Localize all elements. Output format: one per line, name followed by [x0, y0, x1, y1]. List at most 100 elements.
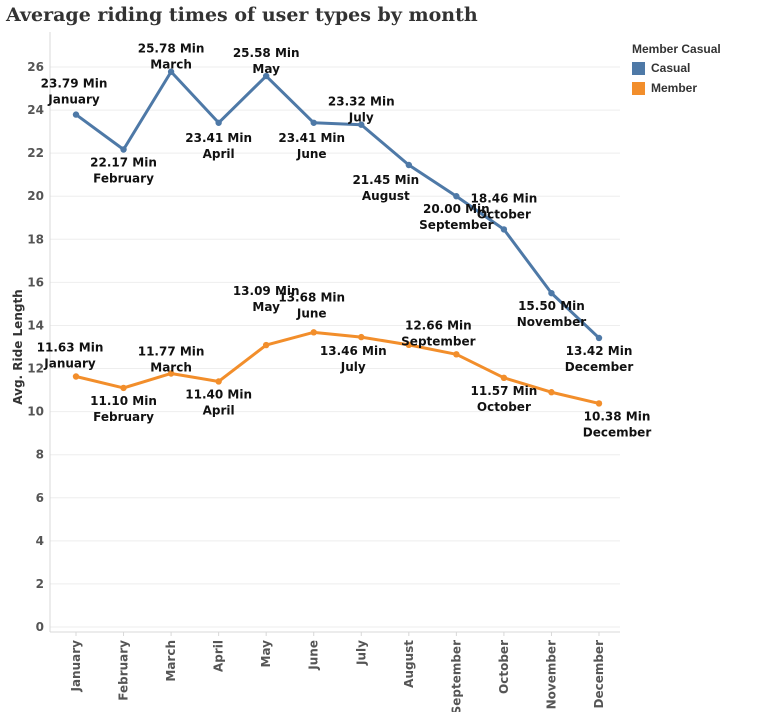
member-point-february[interactable] — [120, 384, 127, 392]
member-point-november[interactable] — [548, 389, 555, 396]
x-tick-label: February — [117, 640, 131, 701]
y-tick-label: 10 — [27, 405, 44, 419]
member-data-label-month: February — [93, 410, 154, 424]
member-data-label-value: 13.68 Min — [278, 290, 345, 304]
member-data-label-value: 11.10 Min — [90, 394, 157, 408]
member-data-label-value: 13.09 Min — [233, 284, 300, 298]
y-tick-label: 8 — [36, 448, 44, 462]
casual-data-label-month: May — [252, 62, 280, 76]
gridlines — [50, 66, 620, 628]
member-point-july[interactable] — [358, 333, 365, 341]
x-tick-label: January — [69, 640, 83, 693]
casual-data-label-month: July — [348, 111, 374, 125]
y-tick-label: 14 — [27, 318, 44, 332]
member-data-label-value: 11.63 Min — [37, 341, 104, 355]
casual-point-july[interactable] — [358, 121, 365, 128]
y-axis-title: Avg. Ride Length — [11, 289, 25, 404]
member-data-label-month: September — [401, 334, 475, 348]
member-point-april[interactable] — [215, 378, 222, 385]
member-data-label-value: 11.40 Min — [185, 387, 252, 401]
y-tick-label: 12 — [27, 362, 44, 376]
member-point-january[interactable] — [72, 373, 80, 380]
x-tick-label: July — [354, 640, 368, 666]
member-data-label-month: June — [296, 306, 327, 320]
y-tick-label: 0 — [36, 620, 44, 634]
casual-point-august[interactable] — [405, 161, 413, 169]
casual-data-label-month: March — [150, 58, 192, 72]
casual-data-label-value: 25.78 Min — [138, 42, 205, 56]
casual-data-label-value: 21.45 Min — [352, 173, 419, 187]
casual-point-december[interactable] — [595, 334, 603, 342]
member-point-october[interactable] — [500, 374, 508, 381]
casual-data-label-value: 23.41 Min — [185, 131, 252, 145]
x-tick-label: August — [402, 640, 416, 688]
casual-point-june[interactable] — [310, 119, 317, 126]
legend-swatch-member — [632, 81, 645, 95]
legend-item-member[interactable]: Member — [632, 78, 768, 98]
casual-data-label-value: 22.17 Min — [90, 155, 157, 169]
member-point-may[interactable] — [262, 341, 270, 349]
casual-data-label-value: 23.32 Min — [328, 95, 395, 109]
legend-swatch-casual — [632, 61, 645, 75]
member-data-label-month: January — [43, 357, 96, 371]
y-tick-label: 4 — [36, 534, 44, 548]
casual-point-october[interactable] — [500, 226, 508, 233]
casual-point-september[interactable] — [453, 193, 460, 200]
casual-point-march[interactable] — [167, 68, 175, 75]
member-point-june[interactable] — [310, 329, 317, 336]
casual-point-february[interactable] — [120, 146, 127, 153]
casual-data-label-value: 18.46 Min — [471, 191, 538, 205]
y-tick-label: 22 — [27, 146, 44, 160]
x-tick-label: May — [259, 640, 273, 668]
y-tick-label: 26 — [27, 60, 44, 74]
data-labels: 23.79 Min January 22.17 Min February 25.78 M… — [37, 42, 652, 440]
x-tick-labels: January February March April May June July Augu… — [69, 640, 606, 712]
casual-data-label-value: 15.50 Min — [518, 299, 585, 313]
member-data-label-month: April — [203, 403, 235, 417]
x-tick-label: September — [449, 640, 463, 712]
y-tick-label: 20 — [27, 189, 44, 203]
casual-point-november[interactable] — [548, 289, 555, 297]
member-data-label-value: 12.66 Min — [405, 318, 472, 332]
casual-data-label-month: December — [565, 360, 634, 374]
casual-data-label-month: April — [203, 147, 235, 161]
casual-data-label-value: 25.58 Min — [233, 46, 300, 60]
casual-data-label-value: 23.79 Min — [41, 77, 108, 91]
y-tick-label: 6 — [36, 491, 44, 505]
member-data-label-month: March — [150, 360, 192, 374]
series-layer — [72, 68, 603, 407]
legend-label-casual: Casual — [651, 61, 691, 75]
member-point-august[interactable] — [405, 341, 413, 349]
member-data-label-month: July — [340, 360, 366, 374]
member-data-label-month: May — [252, 300, 280, 314]
member-data-label-month: December — [583, 425, 652, 439]
casual-data-label-value: 20.00 Min — [423, 202, 490, 216]
casual-point-april[interactable] — [215, 119, 222, 126]
chart-title: Average riding times of user types by mo… — [6, 4, 478, 26]
x-tick-label: November — [544, 640, 558, 709]
casual-data-label-month: January — [47, 93, 100, 107]
casual-data-label-month: October — [477, 207, 531, 221]
x-tick-label: December — [592, 640, 606, 709]
member-point-march[interactable] — [167, 370, 175, 377]
member-point-december[interactable] — [595, 400, 603, 407]
casual-data-label-value: 23.41 Min — [278, 131, 345, 145]
casual-data-label-value: 13.42 Min — [566, 344, 633, 358]
casual-data-label-month: September — [419, 218, 493, 232]
axes — [49, 32, 620, 636]
member-data-label-value: 10.38 Min — [584, 409, 651, 423]
casual-point-january[interactable] — [72, 111, 80, 118]
casual-point-may[interactable] — [262, 72, 270, 80]
member-data-label-value: 13.46 Min — [320, 344, 387, 358]
member-point-september[interactable] — [453, 351, 460, 358]
legend-title: Member Casual — [632, 42, 721, 56]
y-tick-label: 16 — [27, 275, 44, 289]
x-tick-label: March — [164, 640, 178, 682]
y-tick-label: 24 — [27, 103, 44, 117]
casual-data-label-month: June — [296, 147, 327, 161]
member-data-label-month: October — [477, 400, 531, 414]
legend-item-casual[interactable]: Casual — [632, 58, 768, 78]
casual-data-label-month: November — [517, 315, 586, 329]
